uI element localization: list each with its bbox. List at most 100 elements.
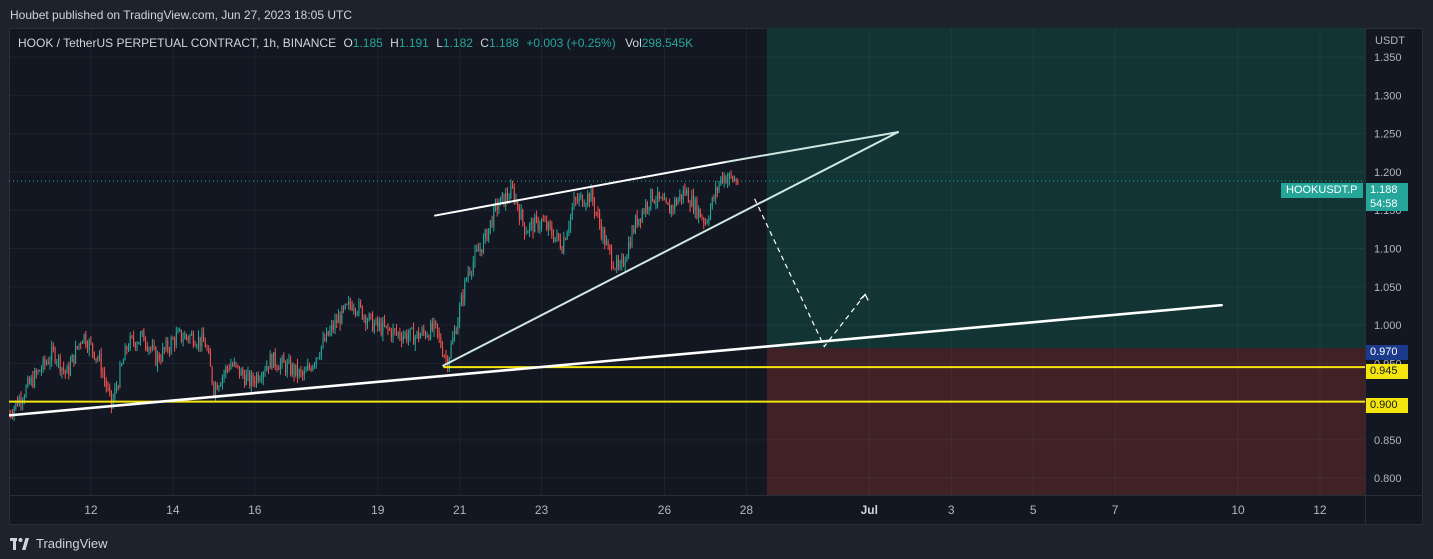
candle-body — [658, 191, 660, 199]
candle-body — [578, 196, 580, 202]
candle-body — [117, 387, 119, 389]
tradingview-brand[interactable]: TradingView — [36, 536, 108, 551]
candle-body — [35, 370, 37, 374]
candle-body — [481, 249, 483, 253]
published-text: Houbet published on TradingView.com, Jun… — [10, 8, 352, 22]
candle-body — [469, 272, 471, 274]
candle-body — [672, 205, 674, 209]
candle-body — [389, 329, 391, 331]
candle-body — [401, 337, 403, 341]
candle-body — [187, 337, 189, 340]
candle-body — [483, 237, 485, 253]
candle-body — [226, 367, 228, 369]
candle-body — [611, 249, 613, 266]
trendline-long-support — [9, 303, 1223, 417]
candle-body — [431, 322, 433, 331]
x-tick-label: 5 — [1030, 503, 1037, 517]
candle-body — [317, 357, 319, 359]
candle-body — [554, 237, 556, 242]
candle-body — [310, 367, 312, 371]
candle-body — [380, 322, 382, 335]
candle-body — [170, 338, 172, 352]
candle-body — [343, 307, 345, 309]
candle-body — [69, 361, 71, 375]
candle-body — [614, 268, 616, 270]
candle-body — [238, 366, 240, 376]
candle-body — [522, 209, 524, 223]
candle-body — [332, 324, 334, 330]
candle-body — [305, 370, 307, 373]
candle-body — [467, 272, 469, 279]
candle-body — [259, 379, 261, 381]
candle-body — [308, 365, 310, 368]
candle-body — [623, 258, 625, 266]
candle-body — [593, 201, 595, 213]
candle-body — [541, 219, 543, 227]
candle-body — [76, 346, 78, 348]
price-chart[interactable]: USDT1.3501.3001.2501.2001.1501.1001.0501… — [9, 28, 1423, 525]
candle-body — [501, 193, 503, 197]
candle-body — [428, 335, 430, 340]
high-value: 1.191 — [398, 36, 429, 50]
candle-body — [105, 380, 107, 388]
candle-body — [645, 203, 647, 213]
candle-body — [73, 354, 75, 364]
candle-body — [498, 205, 500, 210]
candle-body — [266, 366, 268, 371]
candle-body — [413, 328, 415, 345]
symbol-title[interactable]: HOOK / TetherUS PERPETUAL CONTRACT, 1h, … — [18, 36, 337, 50]
candle-body — [39, 370, 41, 372]
candle-body — [370, 313, 372, 315]
candle-body — [203, 333, 205, 342]
candle-body — [558, 233, 560, 240]
candle-body — [119, 365, 121, 388]
candle-body — [177, 330, 179, 334]
candle-body — [508, 198, 510, 200]
candle-body — [612, 265, 614, 269]
candle-body — [544, 220, 546, 222]
x-tick-label: 28 — [740, 503, 754, 517]
low-label: L — [436, 36, 443, 50]
symbol-tag-label: HOOKUSDT.P — [1286, 184, 1358, 196]
candle-body — [279, 362, 281, 370]
candle-body — [129, 336, 131, 349]
candle-body — [472, 261, 474, 273]
candle-body — [633, 228, 635, 233]
candle-body — [71, 354, 73, 362]
candle-body — [216, 384, 218, 390]
candle-body — [532, 221, 534, 233]
y-tick-label: 1.050 — [1374, 282, 1402, 294]
candle-body — [353, 309, 355, 311]
footer-bar: TradingView — [0, 528, 1433, 559]
candle-body — [505, 193, 507, 207]
candle-body — [518, 208, 520, 220]
candle-body — [361, 306, 363, 319]
candle-body — [430, 322, 432, 340]
candle-body — [211, 366, 213, 384]
candle-body — [542, 219, 544, 221]
candle-body — [604, 230, 606, 245]
candle-body — [49, 361, 51, 364]
candle-body — [404, 332, 406, 337]
candle-body — [141, 330, 143, 335]
candle-body — [324, 337, 326, 341]
candle-body — [597, 213, 599, 215]
candle-body — [334, 319, 336, 330]
candle-body — [460, 295, 462, 306]
candle-body — [378, 322, 380, 327]
tradingview-logo-icon[interactable] — [10, 537, 30, 550]
candle-body — [406, 332, 408, 341]
level-0900-value: 0.900 — [1370, 399, 1398, 411]
candle-body — [387, 325, 389, 330]
candle-body — [706, 221, 708, 224]
candle-body — [621, 258, 623, 264]
candle-body — [194, 344, 196, 346]
trendline-wedge-lower — [442, 131, 899, 367]
candle-body — [136, 344, 138, 348]
level-0900-tag: 0.900 — [1366, 398, 1408, 413]
candle-body — [426, 335, 428, 337]
candle-body — [395, 329, 397, 334]
y-tick-label: 1.250 — [1374, 129, 1402, 141]
open-value: 1.185 — [352, 36, 383, 50]
x-tick-label: 14 — [166, 503, 180, 517]
